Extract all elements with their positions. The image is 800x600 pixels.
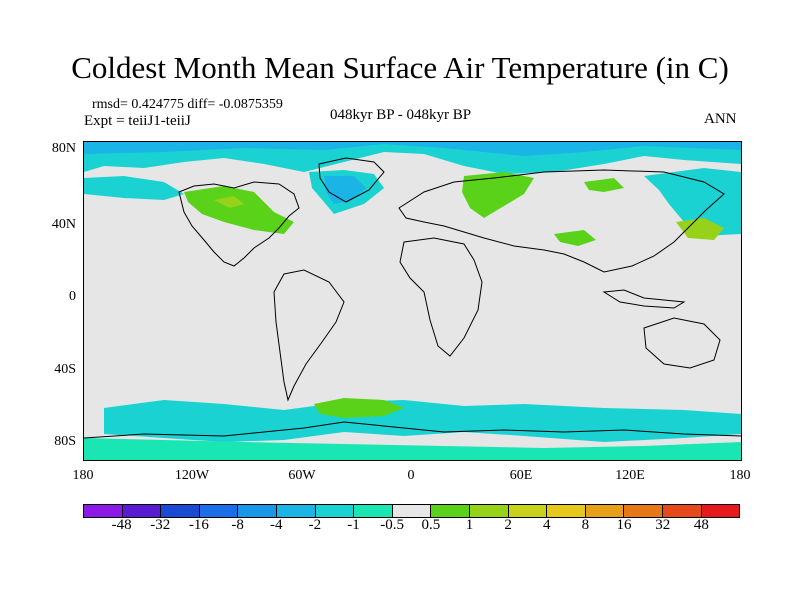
- coastline-eurasia: [398, 169, 725, 273]
- y-tick-label-80n: 80N: [51, 141, 76, 156]
- colorbar-box: [392, 505, 432, 517]
- colorbar-box: [431, 505, 470, 517]
- x-tick-label-60e: 60E: [509, 468, 533, 483]
- y-tick-label-80s: 80S: [54, 434, 76, 449]
- colorbar-label: 8: [581, 517, 590, 533]
- colorbar-label: -16: [188, 517, 209, 533]
- colorbar-box: [508, 505, 548, 517]
- coastline-greenland: [318, 157, 385, 203]
- y-tick-label-0: 0: [69, 289, 76, 304]
- colorbar-box: [624, 505, 663, 517]
- experiment-label: Expt = teiiJ1-teiiJ: [84, 113, 191, 129]
- colorbar-box: [238, 505, 277, 517]
- colorbar-label: 32: [655, 517, 671, 533]
- colorbar-box: [354, 505, 393, 517]
- colorbar-box: [84, 505, 123, 517]
- coastline-south-america: [273, 269, 345, 402]
- warm-region-japan-sea: [676, 218, 724, 240]
- x-tick-label-180w: 180: [72, 468, 94, 483]
- warm-region-eurasia: [462, 172, 534, 218]
- x-tick-label-120w: 120W: [174, 468, 210, 483]
- warm-region-small-1: [214, 196, 244, 208]
- warm-region-central-asia: [554, 230, 596, 246]
- coastline-australia: [643, 317, 721, 369]
- colorbar-box: [469, 505, 509, 517]
- x-tick-label-180e: 180: [729, 468, 751, 483]
- colorbar-box: [662, 505, 702, 517]
- colorbar-box: [199, 505, 239, 517]
- colorbar-label: 0.5: [421, 517, 441, 533]
- colorbar-box: [701, 505, 740, 517]
- cool-region-antarctic-edge: [84, 438, 741, 460]
- period-label: 048kyr BP - 048kyr BP: [330, 107, 472, 123]
- chart-title: Coldest Month Mean Surface Air Temperatu…: [71, 50, 729, 85]
- colorbar-label: -0.5: [380, 517, 405, 533]
- x-tick-label-120e: 120E: [615, 468, 645, 483]
- cool-region-arctic-deep: [84, 142, 741, 156]
- colorbar-label: -32: [150, 517, 171, 533]
- map-panel: [83, 141, 742, 461]
- cool-region-northwest-pacific: [644, 168, 741, 236]
- warm-region-antarctic: [314, 398, 404, 418]
- coastline-indonesia: [602, 289, 686, 309]
- colorbar-label: -1: [347, 517, 360, 533]
- season-label: ANN: [704, 111, 737, 127]
- colorbar-label: -2: [308, 517, 322, 533]
- colorbar-label: -8: [231, 517, 244, 533]
- colorbar-label: -48: [111, 517, 132, 533]
- colorbar-label: -4: [269, 517, 283, 533]
- colorbar-label: 16: [616, 517, 632, 533]
- y-tick-label-40s: 40S: [54, 362, 76, 377]
- warm-region-north-america: [184, 186, 294, 234]
- anomaly-map: [84, 142, 741, 460]
- coastline-africa: [399, 237, 483, 357]
- colorbar-box: [315, 505, 355, 517]
- y-tick-label-40n: 40N: [51, 217, 76, 232]
- colorbar-box: [122, 505, 162, 517]
- colorbar-box: [276, 505, 316, 517]
- coastline-antarctica: [84, 421, 741, 439]
- stats-label: rmsd= 0.424775 diff= -0.0875359: [92, 97, 283, 112]
- colorbar-label: 2: [504, 517, 512, 533]
- colorbar-box: [161, 505, 200, 517]
- x-tick-label-0: 0: [407, 468, 415, 483]
- colorbar-label: 4: [543, 517, 551, 533]
- colorbar-box: [547, 505, 586, 517]
- coastline-north-america: [178, 181, 300, 267]
- warm-region-siberia: [584, 178, 624, 192]
- coastlines: [84, 157, 741, 439]
- colorbar: [83, 504, 740, 518]
- x-tick-label-60w: 60W: [288, 468, 316, 483]
- colorbar-label: 48: [693, 517, 709, 533]
- colorbar-label: 1: [465, 517, 474, 533]
- cool-region-north-pacific: [84, 176, 184, 200]
- colorbar-box: [585, 505, 625, 517]
